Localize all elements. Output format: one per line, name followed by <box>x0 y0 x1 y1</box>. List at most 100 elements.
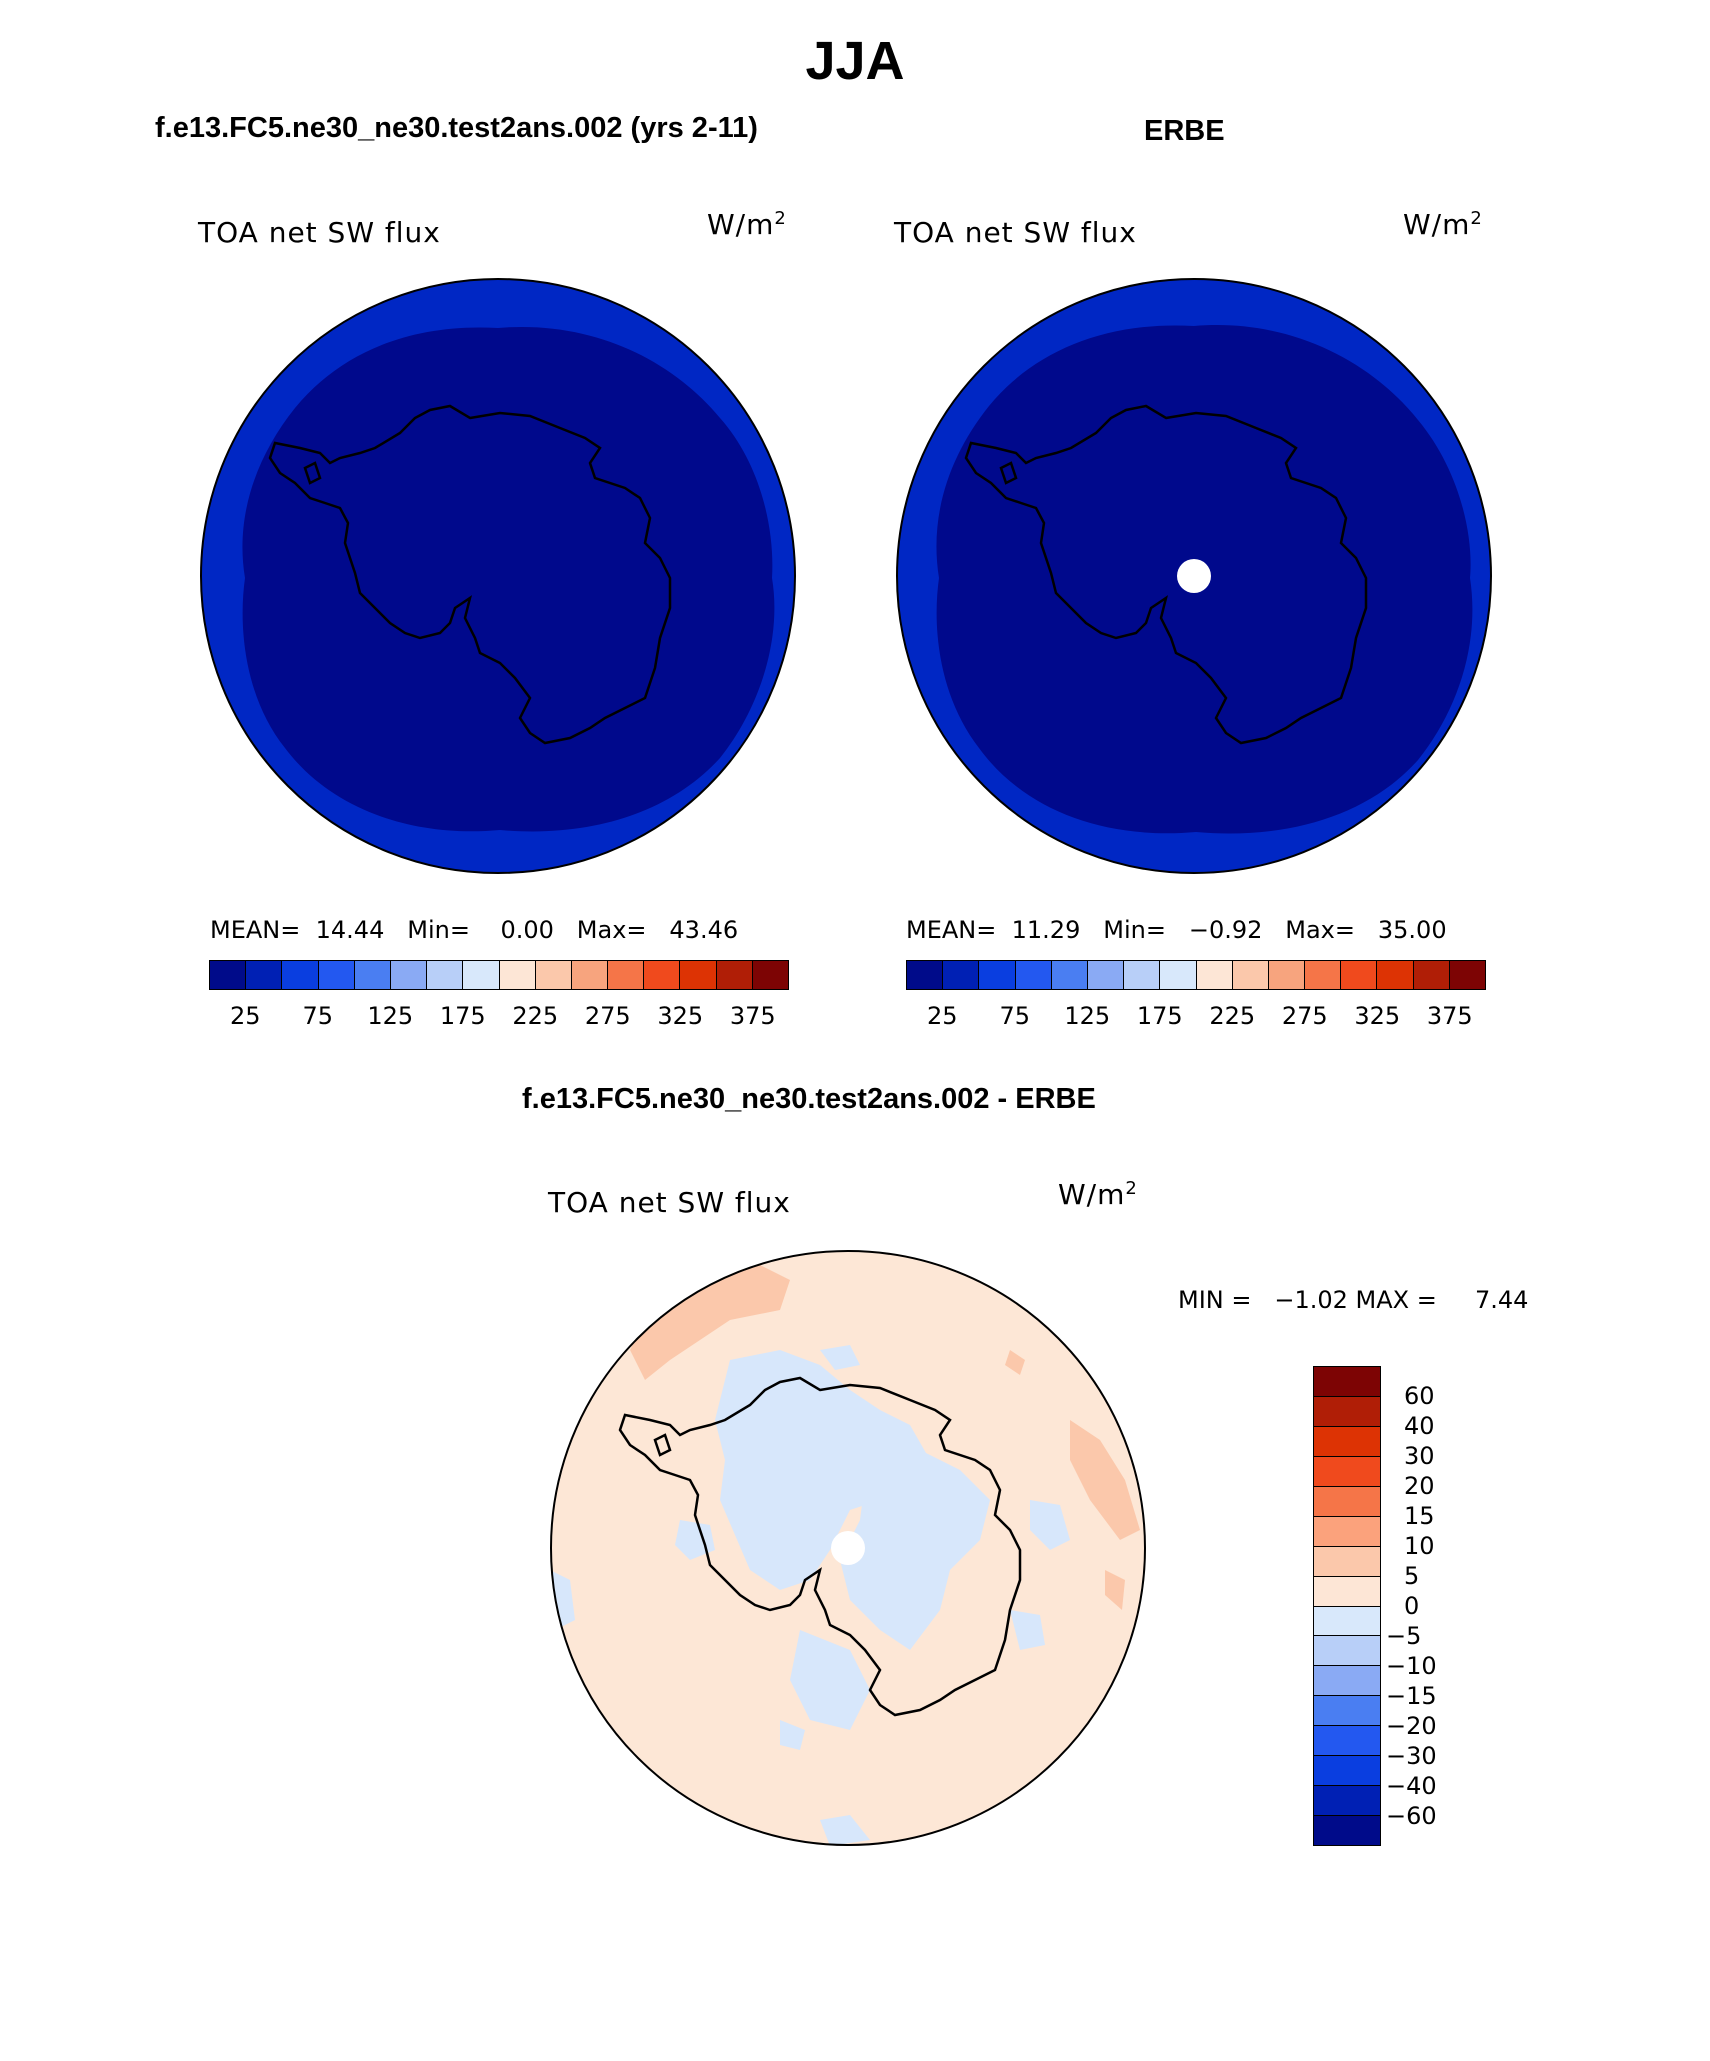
colorbar-swatch <box>907 961 944 989</box>
colorbar-tick-label: −10 <box>1386 1652 1437 1680</box>
diff-case-title: f.e13.FC5.ne30_ne30.test2ans.002 - ERBE <box>522 1083 1096 1115</box>
diff-negative-patch <box>820 1815 870 1845</box>
colorbar-tick-label: 325 <box>657 1002 704 1030</box>
diff-polar-map <box>550 1250 1146 1846</box>
colorbar-swatch <box>1015 961 1052 989</box>
colorbar-tick-label: 25 <box>229 1002 261 1030</box>
colorbar-swatch <box>1314 1756 1380 1787</box>
colorbar-swatch <box>1124 961 1161 989</box>
colorbar-swatch <box>210 961 247 989</box>
colorbar-tick-label: 25 <box>926 1002 958 1030</box>
colorbar-tick-label: −15 <box>1386 1682 1437 1710</box>
panel2-stats: MEAN= 11.29 Min= −0.92 Max= 35.00 <box>906 916 1447 944</box>
colorbar-tick-label: 0 <box>1404 1592 1420 1620</box>
colorbar-tick-label: −20 <box>1386 1712 1437 1740</box>
colorbar-tick-label: 275 <box>1281 1002 1328 1030</box>
colorbar-swatch <box>1314 1396 1380 1427</box>
colorbar-swatch <box>1314 1426 1380 1457</box>
colorbar-swatch <box>463 961 500 989</box>
colorbar-swatch <box>499 961 536 989</box>
colorbar-swatch <box>1314 1606 1380 1637</box>
panel2-case-title: ERBE <box>1144 115 1225 147</box>
colorbar-swatch <box>571 961 609 989</box>
colorbar-swatch <box>1314 1666 1380 1697</box>
colorbar-tick-label: 10 <box>1404 1532 1435 1560</box>
diff-negative-patch <box>1030 1500 1070 1550</box>
panel2-colorbar <box>906 960 1486 990</box>
diff-negative-patch <box>780 1720 805 1750</box>
colorbar-tick-label: 30 <box>1404 1442 1435 1470</box>
panel1-interior-field <box>242 326 775 832</box>
diff-variable-label: TOA net SW flux <box>548 1186 791 1219</box>
colorbar-swatch <box>1314 1516 1380 1547</box>
panel1-case-title: f.e13.FC5.ne30_ne30.test2ans.002 (yrs 2-… <box>155 112 758 144</box>
panel2-antarctica-coastline <box>964 404 1368 745</box>
colorbar-swatch <box>1377 961 1414 989</box>
panel1-polar-map <box>200 278 796 874</box>
colorbar-tick-label: 20 <box>1404 1472 1435 1500</box>
colorbar-swatch <box>1051 961 1088 989</box>
colorbar-swatch <box>1314 1636 1380 1667</box>
diff-negative-patch <box>790 1630 870 1730</box>
diff-stats: MIN = −1.02 MAX = 7.44 <box>1178 1286 1529 1314</box>
colorbar-swatch <box>1413 961 1450 989</box>
colorbar-tick-label: 175 <box>1136 1002 1183 1030</box>
diff-negative-patch <box>1010 1610 1045 1650</box>
diff-negative-patch <box>840 1440 990 1650</box>
colorbar-swatch <box>390 961 428 989</box>
diff-positive-patch <box>1105 1570 1125 1610</box>
diff-negative-patch <box>820 1345 860 1370</box>
colorbar-swatch <box>354 961 391 989</box>
colorbar-swatch <box>427 961 464 989</box>
panel1-colorbar <box>209 960 789 990</box>
diff-positive-patch <box>1070 1420 1140 1540</box>
colorbar-swatch <box>1314 1576 1380 1607</box>
colorbar-tick-label: 75 <box>302 1002 334 1030</box>
colorbar-swatch <box>535 961 572 989</box>
colorbar-swatch <box>1314 1816 1380 1845</box>
colorbar-tick-label: 325 <box>1354 1002 1401 1030</box>
colorbar-swatch <box>1196 961 1233 989</box>
colorbar-swatch <box>1314 1546 1380 1577</box>
panel1-stats: MEAN= 14.44 Min= 0.00 Max= 43.46 <box>210 916 739 944</box>
colorbar-swatch <box>282 961 319 989</box>
colorbar-swatch <box>1314 1486 1380 1517</box>
colorbar-swatch <box>1314 1456 1380 1487</box>
colorbar-swatch <box>1232 961 1269 989</box>
panel1-unit-label: W/m2 <box>707 208 787 241</box>
colorbar-swatch <box>943 961 980 989</box>
colorbar-swatch <box>644 961 681 989</box>
colorbar-tick-label: 125 <box>1064 1002 1111 1030</box>
colorbar-tick-label: 225 <box>512 1002 559 1030</box>
diff-colorbar <box>1313 1366 1381 1846</box>
panel2-missing-pole <box>1177 559 1211 593</box>
colorbar-swatch <box>1314 1726 1380 1757</box>
colorbar-tick-label: 375 <box>1426 1002 1473 1030</box>
colorbar-swatch <box>680 961 717 989</box>
colorbar-swatch <box>1305 961 1342 989</box>
colorbar-swatch <box>752 961 788 989</box>
figure-title: JJA <box>805 31 905 91</box>
colorbar-swatch <box>318 961 355 989</box>
panel2-unit-label: W/m2 <box>1403 208 1483 241</box>
colorbar-tick-label: 40 <box>1404 1412 1435 1440</box>
colorbar-tick-label: 275 <box>584 1002 631 1030</box>
diff-antarctica-coastline <box>618 1376 1022 1717</box>
colorbar-swatch <box>1314 1367 1380 1397</box>
colorbar-tick-label: 5 <box>1404 1562 1420 1590</box>
panel2-polar-map <box>896 278 1492 874</box>
panel1-antarctica-coastline <box>268 404 672 745</box>
colorbar-swatch <box>1314 1696 1380 1727</box>
colorbar-tick-label: 60 <box>1404 1382 1435 1410</box>
colorbar-tick-label: 125 <box>367 1002 414 1030</box>
diff-missing-pole <box>831 1531 865 1565</box>
colorbar-tick-label: 375 <box>729 1002 776 1030</box>
colorbar-swatch <box>246 961 283 989</box>
colorbar-swatch <box>1449 961 1485 989</box>
colorbar-tick-label: 175 <box>439 1002 486 1030</box>
colorbar-tick-label: 75 <box>999 1002 1031 1030</box>
colorbar-swatch <box>1160 961 1197 989</box>
colorbar-swatch <box>1314 1786 1380 1817</box>
colorbar-swatch <box>979 961 1016 989</box>
diff-positive-patch <box>1005 1350 1025 1375</box>
